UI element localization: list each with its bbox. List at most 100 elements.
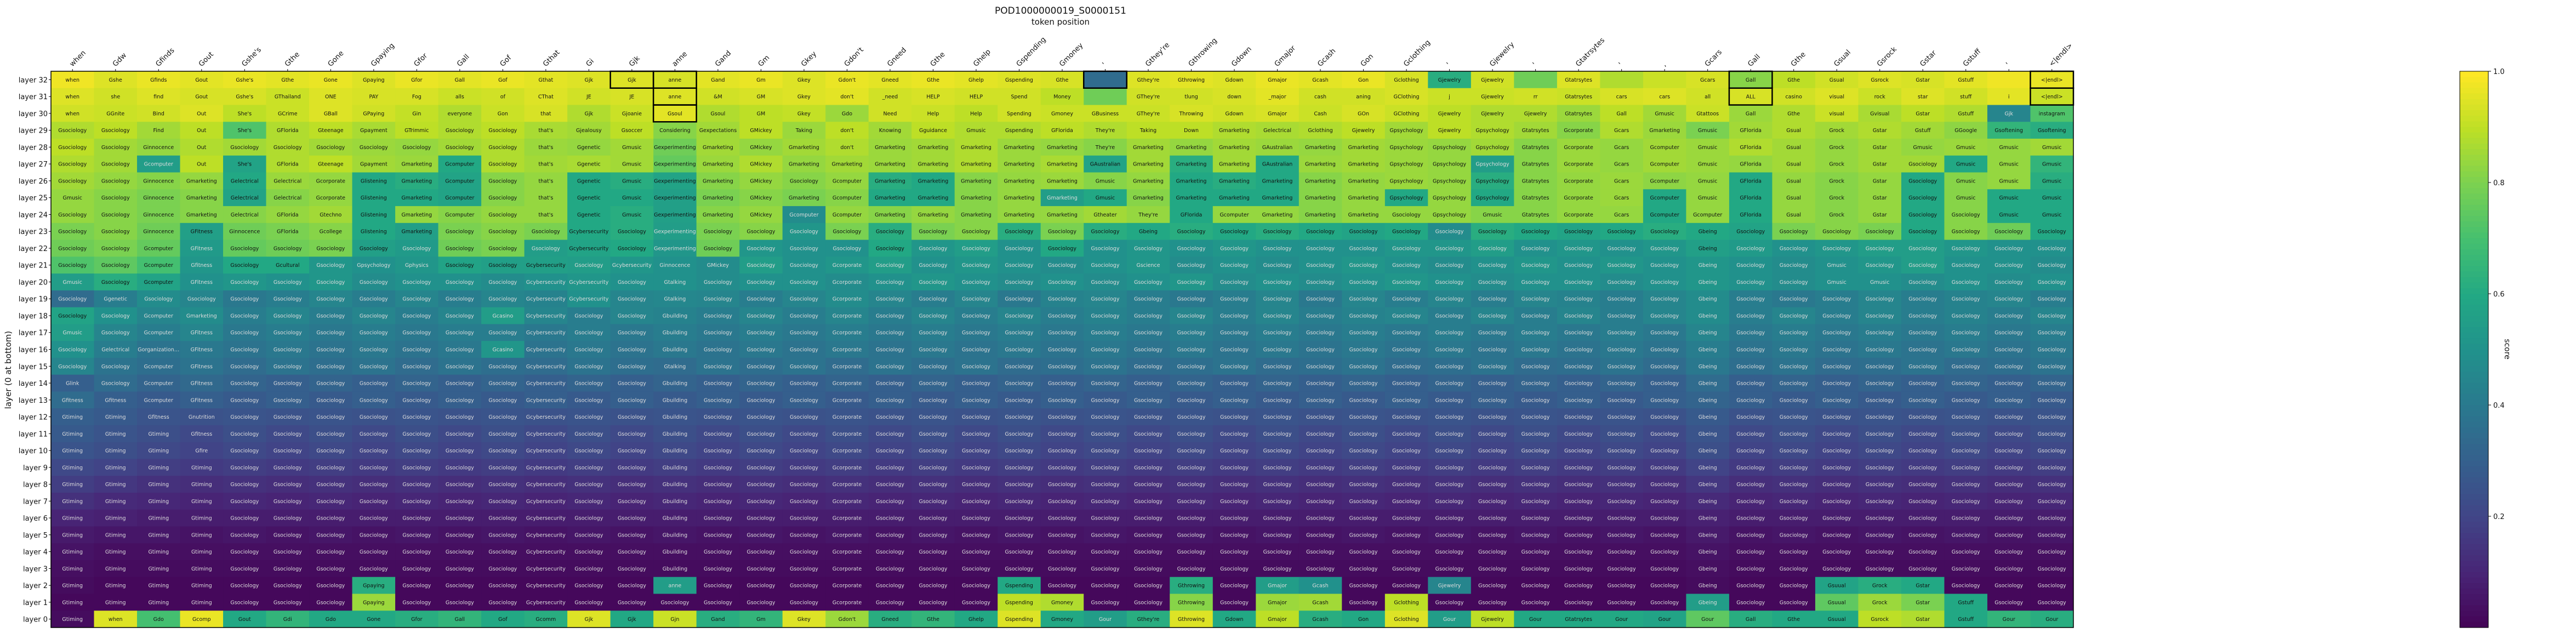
- cell-label: Gsociology: [230, 465, 259, 471]
- cell-label: Gstar: [1873, 145, 1887, 151]
- cell-label: Gmusic: [1999, 212, 2019, 218]
- cell-label: She's: [238, 111, 252, 117]
- cell-label: Gsociology: [1564, 499, 1593, 505]
- cell-label: ALL: [1746, 94, 1756, 100]
- cell-label: Gtiming: [191, 600, 212, 606]
- cell-label: Gsociology: [402, 296, 431, 303]
- cell-label: Gsociology: [618, 381, 646, 387]
- cell-label: Gpsychology: [1476, 162, 1510, 168]
- cell-label: Gtiming: [105, 465, 126, 471]
- y-tick-label: layer 23: [19, 228, 48, 236]
- cell-label: Gsrock: [1871, 77, 1889, 83]
- cell-label: she: [111, 94, 120, 100]
- cell-label: Gmarketing: [961, 162, 991, 168]
- cell-label: Gsociology: [1091, 448, 1120, 454]
- colorbar-segment: [2460, 215, 2488, 222]
- cell-label: Gsociology: [1780, 263, 1808, 269]
- cell-label: Gsociology: [1134, 600, 1162, 606]
- heatmap-cell: [1256, 239, 1300, 257]
- heatmap-cell: [1256, 122, 1300, 139]
- heatmap-cell: [1944, 206, 1988, 224]
- cell-label: Gsociology: [402, 145, 431, 151]
- cell-label: Gsociology: [1866, 516, 1894, 522]
- cell-label: Gthrowing: [1178, 583, 1205, 589]
- cell-label: Gtatrsytes: [1522, 145, 1549, 151]
- cell-label: Gsociology: [1736, 431, 1765, 437]
- cell-label: Gsociology: [1134, 465, 1162, 471]
- cell-label: Gsociology: [1220, 280, 1249, 286]
- cell-label: Gall: [1746, 111, 1756, 117]
- cell-label: Gsociology: [1780, 296, 1808, 303]
- cell-label: Gsociology: [618, 516, 646, 522]
- heatmap-cell: [309, 155, 353, 173]
- cell-label: Gsociology: [1005, 229, 1034, 235]
- cell-label: that's: [538, 162, 553, 168]
- cell-label: Gelectrical: [231, 212, 259, 218]
- cell-label: Gthrowing: [1178, 617, 1205, 623]
- heatmap-cell: [825, 189, 869, 207]
- colorbar-tick-label: 1.0: [2493, 68, 2505, 76]
- cell-label: GFlorida: [1051, 128, 1073, 134]
- cell-label: Gtiming: [105, 600, 126, 606]
- heatmap-cell: [266, 71, 310, 89]
- cell-label: Gtiming: [105, 549, 126, 555]
- heatmap-cell: [223, 223, 267, 241]
- heatmap-cell: [395, 71, 439, 89]
- cell-label: Gsociology: [1736, 263, 1765, 269]
- cell-label: Gsociology: [1435, 482, 1464, 488]
- cell-label: Gcorporate: [833, 600, 862, 606]
- cell-label: Gsociology: [1005, 381, 1034, 387]
- cell-label: Gsociology: [488, 162, 517, 168]
- cell-label: Gsual: [1786, 128, 1801, 134]
- heatmap-cell: [1686, 122, 1730, 139]
- cell-label: Ggenetic: [577, 145, 601, 151]
- colorbar-segment: [2460, 110, 2488, 116]
- cell-label: Gsociology: [1478, 347, 1507, 353]
- cell-label: Gsociology: [1220, 600, 1249, 606]
- cell-label: Gcomputer: [445, 212, 474, 218]
- colorbar-segment: [2460, 143, 2488, 150]
- heatmap-cell: [1170, 122, 1213, 139]
- cell-label: Gsociology: [746, 330, 775, 336]
- cell-label: Gsociology: [1908, 397, 1937, 403]
- heatmap-cell: [868, 189, 912, 207]
- cell-label: Gcorporate: [833, 431, 862, 437]
- cell-label: Gmarketing: [1047, 145, 1078, 151]
- cell-label: Gjoanie: [622, 111, 642, 117]
- cell-label: Gmarketing: [401, 212, 432, 218]
- heatmap-cell: [825, 239, 869, 257]
- heatmap-cell: [782, 223, 826, 241]
- heatmap-cell: [1643, 223, 1686, 241]
- cell-label: Gsociology: [1908, 414, 1937, 420]
- cell-label: GFlorida: [1181, 212, 1202, 218]
- colorbar-segment: [2460, 104, 2488, 111]
- heatmap-cell: [653, 71, 697, 89]
- y-tick-label: layer 6: [23, 515, 48, 523]
- cell-label: Gsociology: [273, 532, 302, 538]
- cell-label: Gmarketing: [1176, 178, 1207, 184]
- cell-label: Gsociology: [316, 313, 345, 319]
- cell-label: Gsociology: [746, 313, 775, 319]
- cell-label: Gsociology: [230, 263, 259, 269]
- heatmap-cell: [825, 88, 869, 106]
- cell-label: cash: [1314, 94, 1326, 100]
- cell-label: alls: [455, 94, 464, 100]
- cell-label: Gsociology: [1392, 516, 1421, 522]
- cell-label: Gjewelry: [1438, 128, 1461, 134]
- heatmap-cell: [1643, 122, 1686, 139]
- cell-label: Gsociology: [1005, 246, 1034, 252]
- heatmap-cell: [1514, 71, 1558, 89]
- heatmap-cell: [1170, 189, 1213, 207]
- heatmap-cell: [1342, 172, 1386, 190]
- cell-label: Gsociology: [402, 448, 431, 454]
- heatmap-cell: [1298, 172, 1342, 190]
- heatmap-cell: [481, 239, 525, 257]
- cell-label: Grock: [1829, 178, 1844, 184]
- heatmap-cell: [782, 105, 826, 122]
- cell-label: Gstar: [1916, 111, 1930, 117]
- cell-label: Gsociology: [316, 516, 345, 522]
- heatmap-cell: [1858, 139, 1902, 156]
- cell-label: Gsociology: [58, 296, 87, 303]
- heatmap-cell: [395, 206, 439, 224]
- heatmap-cell: [309, 139, 353, 156]
